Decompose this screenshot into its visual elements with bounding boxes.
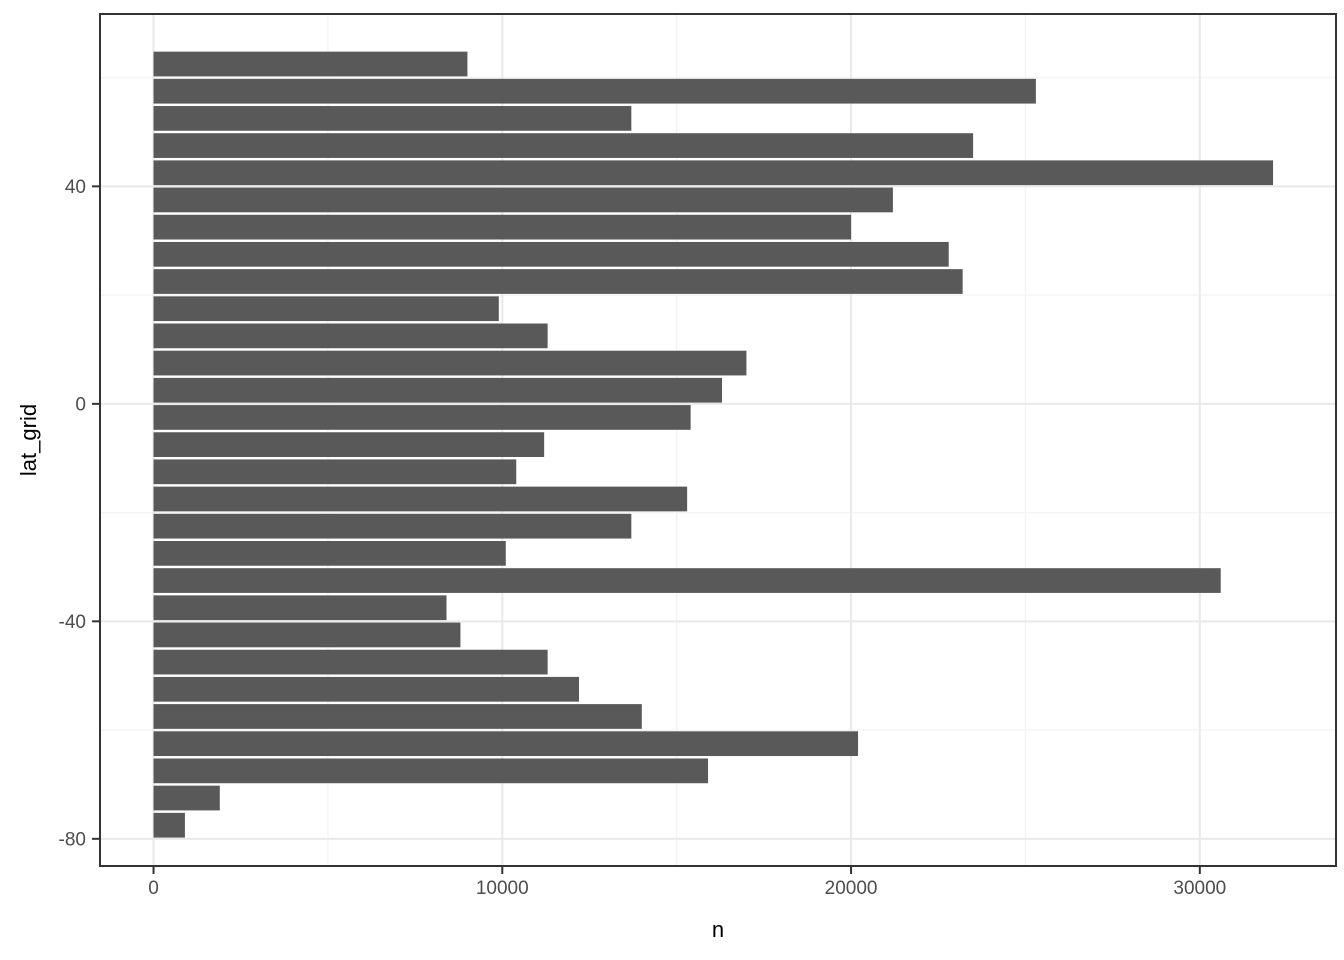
bar (153, 133, 974, 158)
x-axis-title: n (712, 917, 724, 942)
bar (153, 649, 548, 675)
y-tick-label: 40 (65, 177, 86, 198)
y-tick-label: 0 (75, 394, 86, 415)
bar (153, 241, 949, 267)
bar (153, 758, 709, 784)
bar (153, 187, 893, 213)
bar (153, 622, 461, 648)
bar (153, 323, 548, 349)
bar (153, 676, 580, 702)
bar (153, 568, 1221, 593)
bar (153, 51, 468, 77)
bar (153, 704, 642, 729)
bar (153, 296, 499, 322)
bar (153, 595, 447, 621)
bar (153, 486, 688, 512)
y-axis-title: lat_grid (16, 404, 41, 476)
bar (153, 405, 691, 430)
bar (153, 540, 506, 566)
bar (153, 214, 852, 240)
bar (153, 513, 632, 539)
y-tick-label: -80 (59, 829, 86, 850)
bar (153, 785, 220, 811)
bar (153, 269, 963, 294)
bar (153, 812, 185, 838)
bar (153, 106, 632, 131)
axis-tick-marks (92, 185, 1201, 874)
bar (153, 350, 747, 376)
panel-border (99, 13, 1337, 867)
bar (153, 160, 1274, 186)
y-tick-labels: 40 0 -40 -80 (59, 177, 86, 850)
bar (153, 78, 1036, 104)
y-tick-label: -40 (59, 612, 86, 633)
x-tick-label: 0 (148, 878, 159, 899)
x-tick-label: 20000 (825, 878, 878, 899)
bar (153, 459, 517, 485)
bar (153, 731, 859, 757)
x-tick-label: 10000 (476, 878, 529, 899)
bar (153, 377, 723, 403)
x-tick-labels: 0 10000 20000 30000 (148, 878, 1226, 899)
bar (153, 432, 545, 457)
x-tick-label: 30000 (1173, 878, 1226, 899)
bars (153, 51, 1274, 838)
